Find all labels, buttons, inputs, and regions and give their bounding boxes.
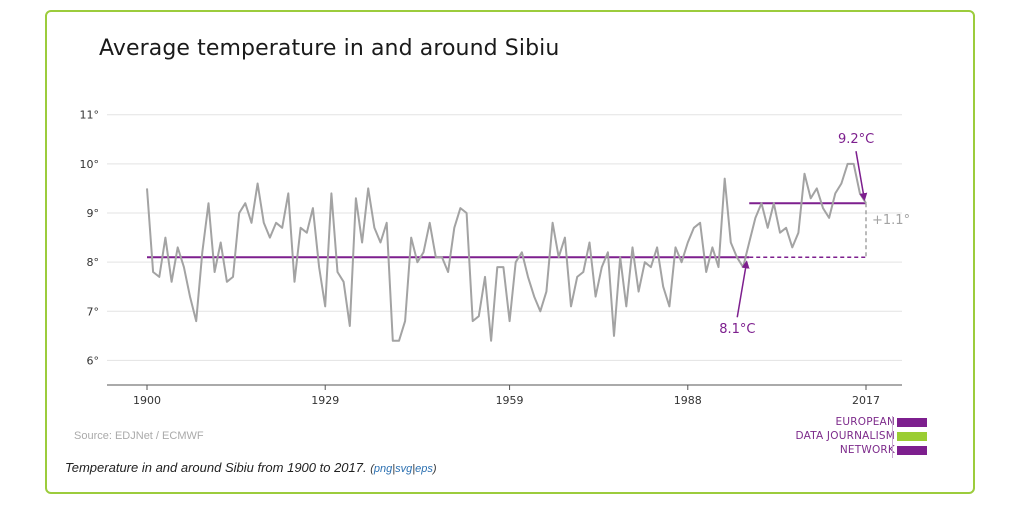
edjnet-logo: EUROPEAN DATA JOURNALISM NETWORK	[796, 414, 967, 458]
x-tick-label: 1900	[133, 394, 161, 407]
export-eps-link[interactable]: eps	[415, 463, 433, 475]
logo-bar-green	[897, 432, 927, 441]
logo-line-3: NETWORK	[839, 444, 895, 456]
x-tick-label: 1988	[674, 394, 702, 407]
y-tick-label: 11°	[80, 109, 100, 122]
y-tick-label: 9°	[87, 207, 100, 220]
caption-text: Temperature in and around Sibiu from 190…	[65, 460, 367, 475]
annotations: +1.1° 9.2°C 8.1°C	[719, 132, 910, 337]
logo-line-1: EUROPEAN	[835, 416, 895, 428]
x-tick-label: 1959	[496, 394, 524, 407]
baseline-label: 8.1°C	[719, 322, 755, 337]
series-group	[146, 162, 867, 342]
grid-lines	[107, 114, 902, 361]
y-tick-label: 8°	[87, 256, 100, 269]
export-links: (png|svg|eps)	[370, 463, 437, 475]
difference-label: +1.1°	[872, 213, 910, 228]
x-tick-label: 2017	[852, 394, 880, 407]
y-tick-label: 6°	[87, 354, 100, 367]
figure-caption: Temperature in and around Sibiu from 190…	[65, 460, 437, 475]
logo-divider	[892, 416, 893, 458]
logo-bar-purple-top	[897, 418, 927, 427]
temperature-series-line	[146, 162, 867, 342]
export-svg-link[interactable]: svg	[395, 463, 413, 475]
baseline-group	[147, 202, 866, 259]
source-note: Source: EDJNet / ECMWF	[74, 430, 204, 442]
chart-title: Average temperature in and around Sibiu	[99, 36, 560, 61]
recent-average-label: 9.2°C	[838, 132, 874, 147]
line-chart: 6° 7° 8° 9° 10° 11° 1900 1929 1959 1988 2017 +1.1…	[80, 109, 911, 407]
y-axis: 6° 7° 8° 9° 10° 11°	[80, 109, 100, 368]
logo-bar-purple-bottom	[897, 446, 927, 455]
logo-line-2: DATA JOURNALISM	[795, 430, 895, 442]
export-png-link[interactable]: png	[373, 463, 393, 475]
y-tick-label: 10°	[80, 158, 100, 171]
recent-average-arrow	[855, 151, 868, 202]
x-tick-label: 1929	[311, 394, 339, 407]
x-axis: 1900 1929 1959 1988 2017	[107, 384, 902, 407]
baseline-arrow	[736, 260, 750, 318]
y-tick-label: 7°	[87, 305, 100, 318]
chart-card: Average temperature in and around Sibiu …	[45, 10, 975, 494]
